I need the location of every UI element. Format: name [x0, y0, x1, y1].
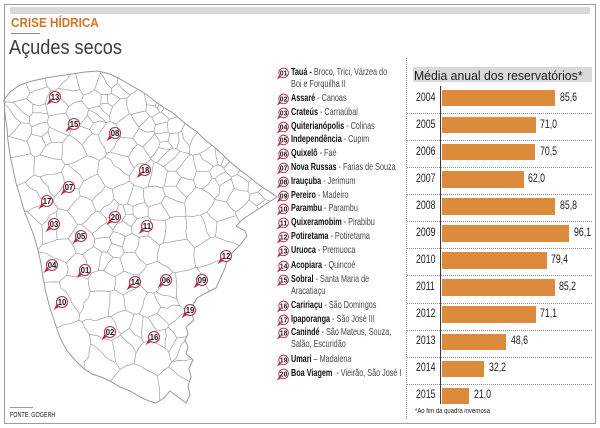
svg-text:03: 03	[280, 108, 288, 117]
svg-text:16: 16	[150, 333, 159, 342]
svg-text:07: 07	[280, 163, 288, 172]
svg-text:12: 12	[280, 233, 288, 242]
svg-text:01: 01	[280, 68, 288, 77]
svg-text:02: 02	[280, 95, 288, 104]
svg-text:04: 04	[48, 261, 57, 270]
svg-text:16: 16	[280, 301, 288, 310]
svg-text:08: 08	[280, 177, 288, 186]
svg-text:10: 10	[280, 205, 288, 214]
svg-text:14: 14	[280, 262, 288, 271]
svg-text:09: 09	[280, 191, 288, 200]
svg-text:05: 05	[77, 232, 86, 241]
svg-text:19: 19	[186, 306, 195, 315]
svg-text:14: 14	[131, 278, 140, 287]
svg-text:10: 10	[58, 298, 67, 307]
svg-text:15: 15	[280, 276, 288, 285]
svg-text:07: 07	[65, 183, 74, 192]
svg-text:05: 05	[280, 136, 288, 145]
svg-text:17: 17	[43, 197, 52, 206]
svg-text:13: 13	[51, 93, 60, 102]
svg-text:04: 04	[280, 122, 288, 131]
svg-text:01: 01	[81, 266, 90, 275]
svg-text:15: 15	[70, 120, 79, 129]
svg-text:20: 20	[280, 369, 288, 378]
svg-text:20: 20	[111, 213, 120, 222]
svg-text:02: 02	[106, 328, 115, 337]
svg-text:13: 13	[280, 247, 288, 256]
svg-text:11: 11	[280, 219, 288, 228]
svg-text:09: 09	[198, 276, 207, 285]
svg-text:17: 17	[280, 315, 288, 324]
svg-text:03: 03	[50, 220, 59, 229]
svg-text:11: 11	[143, 222, 152, 231]
svg-text:18: 18	[280, 329, 288, 338]
svg-text:06: 06	[162, 276, 171, 285]
svg-text:12: 12	[222, 252, 231, 261]
svg-text:18: 18	[141, 166, 150, 175]
svg-text:19: 19	[280, 356, 288, 365]
svg-text:08: 08	[111, 129, 120, 138]
svg-text:06: 06	[280, 149, 288, 158]
